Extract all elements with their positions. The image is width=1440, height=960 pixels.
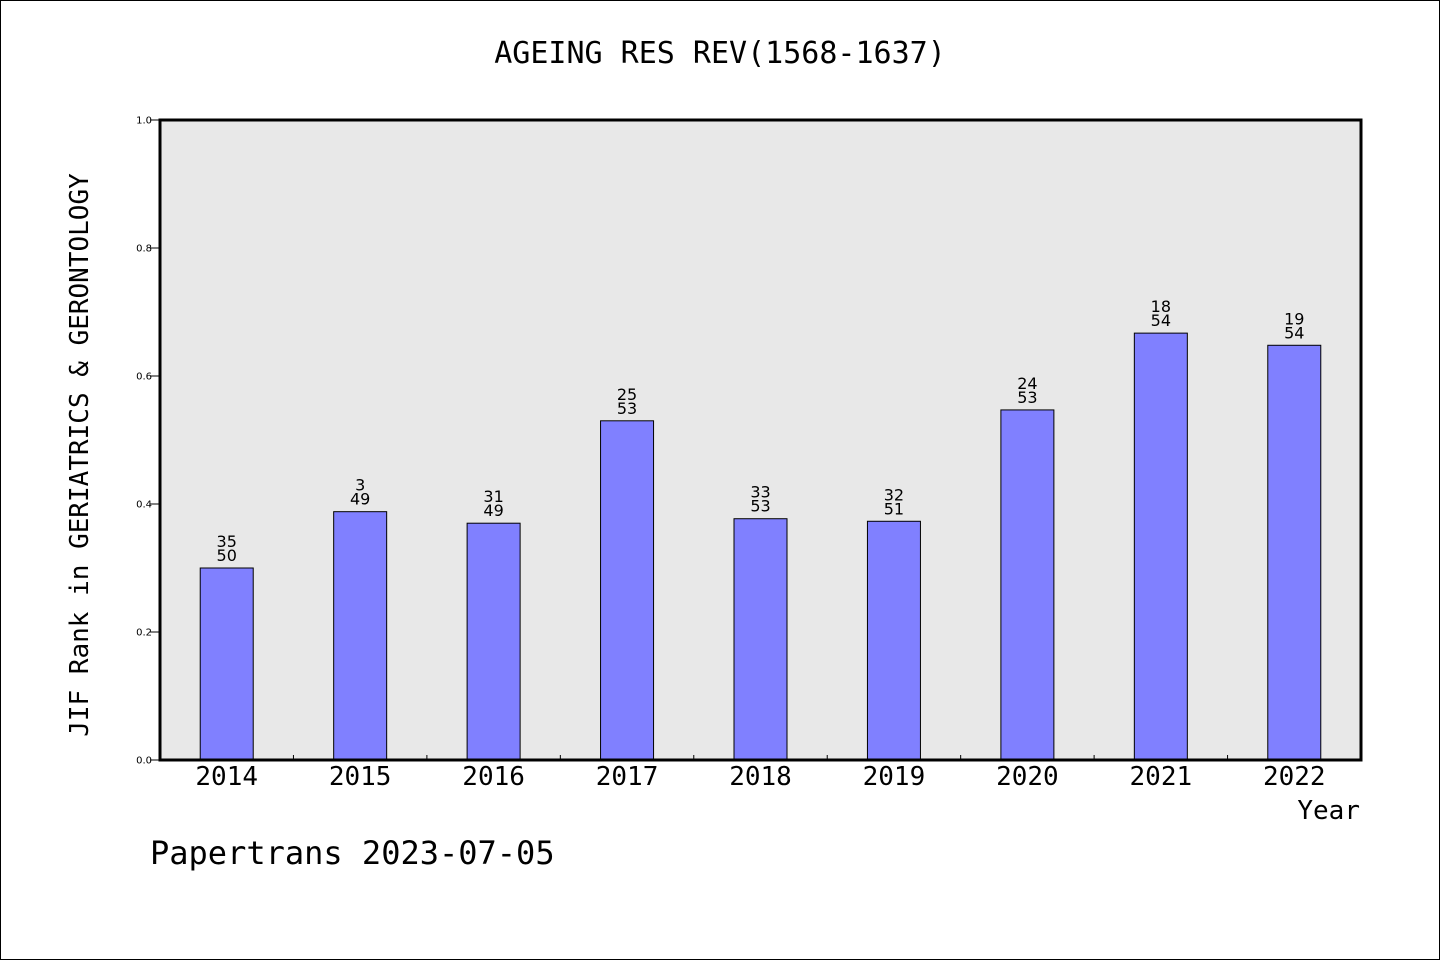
- footer-credit: Papertrans 2023-07-05: [150, 834, 555, 872]
- bar-rank-label: 18: [1151, 297, 1171, 316]
- bar: [1267, 344, 1322, 761]
- bar-rank-label: 35: [217, 532, 237, 551]
- bar: [466, 522, 521, 761]
- y-tick-label: 0.2: [136, 628, 152, 639]
- x-tick-label: 2018: [729, 762, 792, 792]
- x-tick-label: 2021: [1130, 762, 1193, 792]
- bar-total-label: 54: [1151, 311, 1171, 330]
- bar-rank-label: 33: [750, 483, 770, 502]
- y-tick-label: 1.0: [136, 116, 152, 127]
- bar-rank-label: 31: [483, 487, 503, 506]
- y-tick-label: 0.6: [136, 372, 152, 383]
- plot-border: [158, 118, 1363, 762]
- bar-total-label: 49: [483, 501, 503, 520]
- bar-total-label: 53: [1017, 388, 1037, 407]
- x-tick-label: 2016: [462, 762, 525, 792]
- x-tick-label: 2017: [596, 762, 659, 792]
- x-tick-label: 2015: [329, 762, 392, 792]
- bar-total-label: 50: [217, 546, 237, 565]
- bar-total-label: 54: [1284, 323, 1304, 342]
- bar: [866, 520, 921, 761]
- x-tick-label: 2019: [863, 762, 926, 792]
- bar-rank-label: 25: [617, 385, 637, 404]
- bar-rank-label: 3: [355, 476, 365, 495]
- bar: [1000, 409, 1055, 761]
- bar: [333, 511, 388, 761]
- bar: [1133, 332, 1188, 761]
- y-tick-label: 0.0: [136, 756, 152, 767]
- bar-total-label: 53: [750, 497, 770, 516]
- y-tick-label: 0.8: [136, 244, 152, 255]
- bar: [199, 567, 254, 761]
- bar-rank-label: 32: [884, 485, 904, 504]
- bar-rank-label: 19: [1284, 309, 1304, 328]
- chart-title: AGEING RES REV(1568-1637): [494, 36, 946, 71]
- bar-total-label: 49: [350, 490, 370, 509]
- bar: [600, 420, 655, 761]
- x-axis-label: Year: [1297, 796, 1360, 826]
- y-tick-label: 0.4: [136, 500, 152, 511]
- bar-rank-label: 24: [1017, 374, 1037, 393]
- x-tick-label: 2014: [195, 762, 258, 792]
- bar-total-label: 53: [617, 399, 637, 418]
- x-tick-label: 2020: [996, 762, 1059, 792]
- bar: [733, 518, 788, 761]
- x-tick-label: 2022: [1263, 762, 1326, 792]
- bar-total-label: 51: [884, 499, 904, 518]
